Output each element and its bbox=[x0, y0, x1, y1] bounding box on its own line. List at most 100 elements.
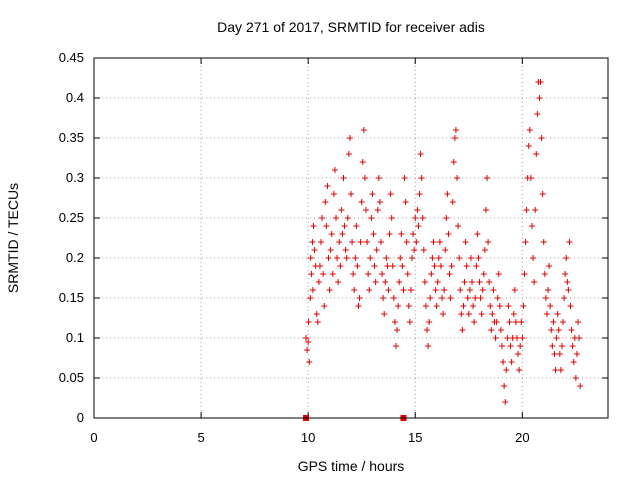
data-point bbox=[329, 271, 336, 277]
data-point bbox=[531, 279, 538, 285]
data-point bbox=[377, 239, 384, 245]
data-point bbox=[360, 127, 367, 133]
data-point bbox=[502, 399, 509, 405]
data-point bbox=[443, 215, 450, 221]
data-point bbox=[351, 287, 358, 293]
data-point bbox=[488, 327, 495, 333]
data-point bbox=[570, 359, 577, 365]
data-point bbox=[505, 303, 512, 309]
data-point bbox=[370, 231, 377, 237]
data-point bbox=[549, 343, 556, 349]
data-point bbox=[563, 255, 570, 261]
data-point bbox=[501, 383, 508, 389]
data-point bbox=[352, 255, 359, 261]
data-point bbox=[480, 271, 487, 277]
data-point bbox=[532, 207, 539, 213]
data-point bbox=[340, 175, 347, 181]
data-point bbox=[515, 351, 522, 357]
y-axis-label: SRMTID / TECUs bbox=[5, 183, 21, 293]
data-point bbox=[397, 255, 404, 261]
data-point bbox=[561, 295, 568, 301]
data-point bbox=[427, 295, 434, 301]
data-point bbox=[436, 239, 443, 245]
data-point bbox=[371, 263, 378, 269]
data-point bbox=[334, 255, 341, 261]
grid-lines bbox=[94, 58, 608, 418]
data-point bbox=[333, 215, 340, 221]
data-point bbox=[572, 375, 579, 381]
data-point bbox=[530, 255, 537, 261]
data-point bbox=[354, 263, 361, 269]
data-point bbox=[446, 271, 453, 277]
data-point bbox=[454, 175, 461, 181]
data-point bbox=[460, 303, 467, 309]
data-point bbox=[345, 151, 352, 157]
data-point bbox=[399, 263, 406, 269]
data-point bbox=[551, 351, 558, 357]
data-point bbox=[520, 303, 527, 309]
data-point bbox=[400, 287, 407, 293]
data-point bbox=[558, 343, 565, 349]
data-point bbox=[411, 247, 418, 253]
x-axis-label: GPS time / hours bbox=[298, 458, 405, 474]
data-point bbox=[489, 311, 496, 317]
data-point bbox=[473, 263, 480, 269]
data-point bbox=[305, 319, 312, 325]
data-point bbox=[575, 319, 582, 325]
data-point bbox=[573, 351, 580, 357]
data-point bbox=[533, 151, 540, 157]
data-point bbox=[517, 343, 524, 349]
data-point bbox=[526, 127, 533, 133]
data-point bbox=[320, 271, 327, 277]
data-point bbox=[308, 271, 315, 277]
data-point bbox=[385, 287, 392, 293]
data-point bbox=[386, 231, 393, 237]
data-point bbox=[469, 279, 476, 285]
data-point bbox=[510, 311, 517, 317]
data-point bbox=[415, 223, 422, 229]
x-tick-label: 20 bbox=[515, 430, 529, 445]
data-point bbox=[322, 199, 329, 205]
data-point bbox=[478, 311, 485, 317]
data-point bbox=[434, 279, 441, 285]
data-point bbox=[540, 239, 547, 245]
y-tick-label: 0.15 bbox=[59, 290, 84, 305]
data-point bbox=[319, 215, 326, 221]
data-point bbox=[568, 327, 575, 333]
data-point bbox=[464, 295, 471, 301]
data-point bbox=[374, 207, 381, 213]
data-point bbox=[372, 279, 379, 285]
data-point bbox=[521, 271, 528, 277]
data-point bbox=[456, 255, 463, 261]
data-point bbox=[426, 319, 433, 325]
data-point bbox=[512, 319, 519, 325]
data-point bbox=[303, 335, 310, 341]
data-point bbox=[348, 191, 354, 197]
data-point bbox=[498, 343, 505, 349]
data-point bbox=[506, 319, 513, 325]
data-point bbox=[309, 287, 316, 293]
data-point bbox=[417, 151, 424, 157]
data-point bbox=[361, 175, 368, 181]
data-point bbox=[451, 135, 458, 141]
data-point bbox=[425, 343, 432, 349]
data-point bbox=[562, 271, 569, 277]
data-point bbox=[463, 263, 470, 269]
data-point bbox=[490, 287, 497, 293]
data-point bbox=[508, 359, 515, 365]
data-point bbox=[323, 223, 330, 229]
data-point bbox=[481, 247, 488, 253]
data-point bbox=[366, 287, 373, 293]
data-point bbox=[556, 351, 563, 357]
data-point bbox=[407, 287, 414, 293]
data-point bbox=[364, 239, 371, 245]
y-tick-label: 0.3 bbox=[66, 170, 84, 185]
data-point bbox=[419, 215, 426, 221]
data-point bbox=[306, 359, 313, 365]
data-point bbox=[430, 239, 437, 245]
data-point bbox=[522, 239, 529, 245]
data-point bbox=[388, 215, 395, 221]
data-point bbox=[552, 367, 559, 373]
data-point bbox=[316, 263, 323, 269]
